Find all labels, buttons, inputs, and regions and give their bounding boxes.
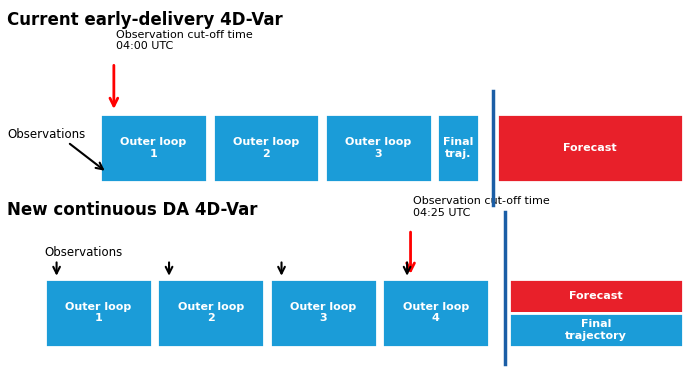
FancyBboxPatch shape xyxy=(157,279,264,347)
Text: Observation cut-off time
04:00 UTC: Observation cut-off time 04:00 UTC xyxy=(116,30,253,51)
Text: Observations: Observations xyxy=(45,246,123,258)
Text: Outer loop
2: Outer loop 2 xyxy=(233,137,299,158)
Text: Observations: Observations xyxy=(7,128,85,141)
FancyBboxPatch shape xyxy=(100,114,207,182)
Text: Current early-delivery 4D-Var: Current early-delivery 4D-Var xyxy=(7,11,283,29)
FancyBboxPatch shape xyxy=(382,279,489,347)
FancyBboxPatch shape xyxy=(270,279,377,347)
FancyBboxPatch shape xyxy=(325,114,432,182)
Text: Forecast: Forecast xyxy=(563,143,617,153)
Text: Forecast: Forecast xyxy=(569,291,623,301)
Text: Final
traj.: Final traj. xyxy=(443,137,473,158)
FancyBboxPatch shape xyxy=(45,279,152,347)
Text: Outer loop
3: Outer loop 3 xyxy=(345,137,412,158)
Text: Outer loop
3: Outer loop 3 xyxy=(290,302,357,323)
Text: Observation cut-off time
04:25 UTC: Observation cut-off time 04:25 UTC xyxy=(413,196,549,218)
FancyBboxPatch shape xyxy=(437,114,479,182)
Text: Outer loop
1: Outer loop 1 xyxy=(120,137,187,158)
Text: Outer loop
2: Outer loop 2 xyxy=(177,302,244,323)
FancyBboxPatch shape xyxy=(509,313,683,347)
FancyBboxPatch shape xyxy=(509,279,683,313)
Text: Outer loop
1: Outer loop 1 xyxy=(65,302,132,323)
FancyBboxPatch shape xyxy=(213,114,319,182)
FancyBboxPatch shape xyxy=(497,114,683,182)
Text: Final
trajectory: Final trajectory xyxy=(565,319,627,340)
Text: New continuous DA 4D-Var: New continuous DA 4D-Var xyxy=(7,201,257,219)
Text: Outer loop
4: Outer loop 4 xyxy=(402,302,469,323)
